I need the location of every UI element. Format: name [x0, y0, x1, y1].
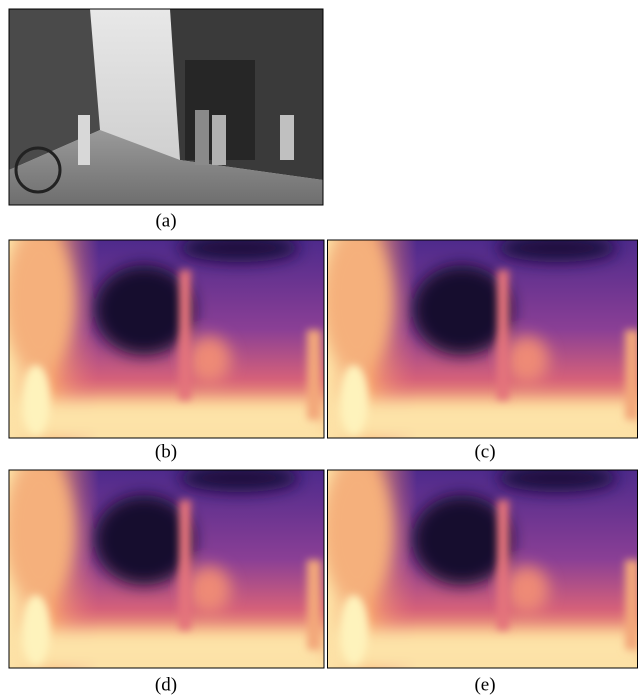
- photo: [9, 9, 323, 205]
- depth-map: [4, 460, 324, 670]
- caption: (b): [155, 441, 177, 462]
- caption: (d): [155, 674, 177, 695]
- caption: (a): [155, 210, 176, 231]
- depth-map: [322, 460, 638, 670]
- caption: (c): [474, 441, 495, 462]
- depth-map: [322, 230, 638, 440]
- figure: (a) (b) (c) (d) (e): [0, 0, 638, 698]
- depth-map: [4, 230, 324, 440]
- page: (a) (b) (c) (d) (e) (() => { const data …: [0, 0, 638, 698]
- caption: (e): [474, 674, 495, 695]
